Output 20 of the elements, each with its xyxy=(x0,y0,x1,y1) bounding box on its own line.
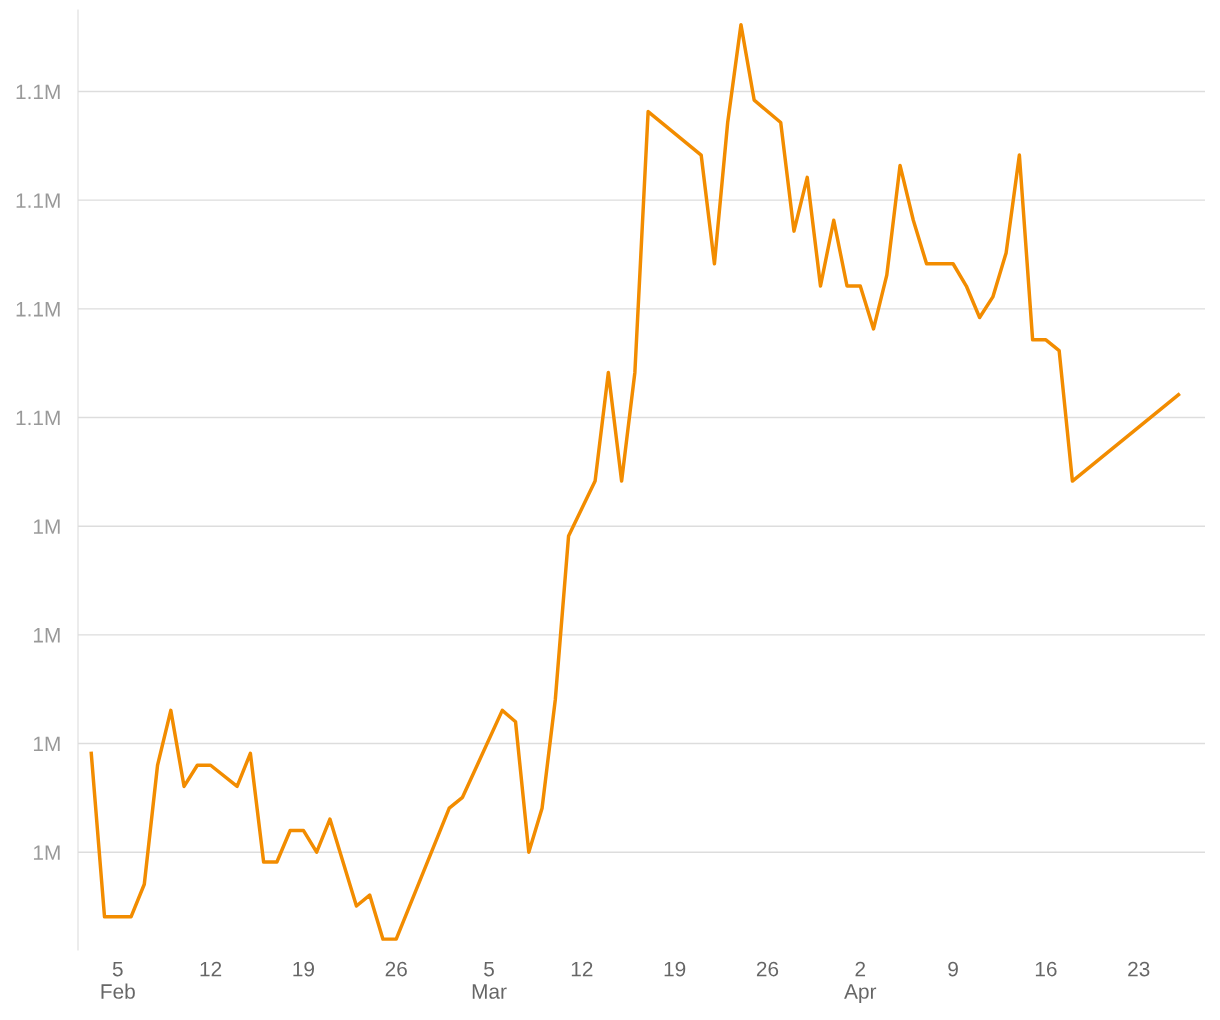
y-tick-label: 1.1M xyxy=(16,302,60,317)
x-tick-label: 12 xyxy=(571,961,593,977)
y-tick-label: 1M xyxy=(33,736,60,752)
y-tick-label: 1.1M xyxy=(16,410,60,426)
x-tick-label: 19 xyxy=(664,961,686,977)
y-tick-label: 1.1M xyxy=(16,193,60,208)
x-tick-label: 23 xyxy=(1128,961,1150,977)
y-tick-label: 1.1M xyxy=(16,84,60,100)
x-tick-label: 12 xyxy=(200,961,222,977)
y-tick-label: 1M xyxy=(33,845,60,860)
x-tick-label: 26 xyxy=(756,961,779,977)
y-tick-label: 1M xyxy=(33,628,60,643)
x-tick-label: 5 Feb xyxy=(101,961,135,999)
x-tick-label: 9 xyxy=(948,961,958,977)
x-tick-label: 26 xyxy=(385,961,407,977)
y-tick-label: 1M xyxy=(33,519,60,534)
x-tick-label: 16 xyxy=(1035,961,1057,977)
x-tick-label: 19 xyxy=(293,961,314,977)
x-tick-label: 5 Mar xyxy=(472,961,507,999)
x-tick-label: 2 Apr xyxy=(844,961,877,1003)
